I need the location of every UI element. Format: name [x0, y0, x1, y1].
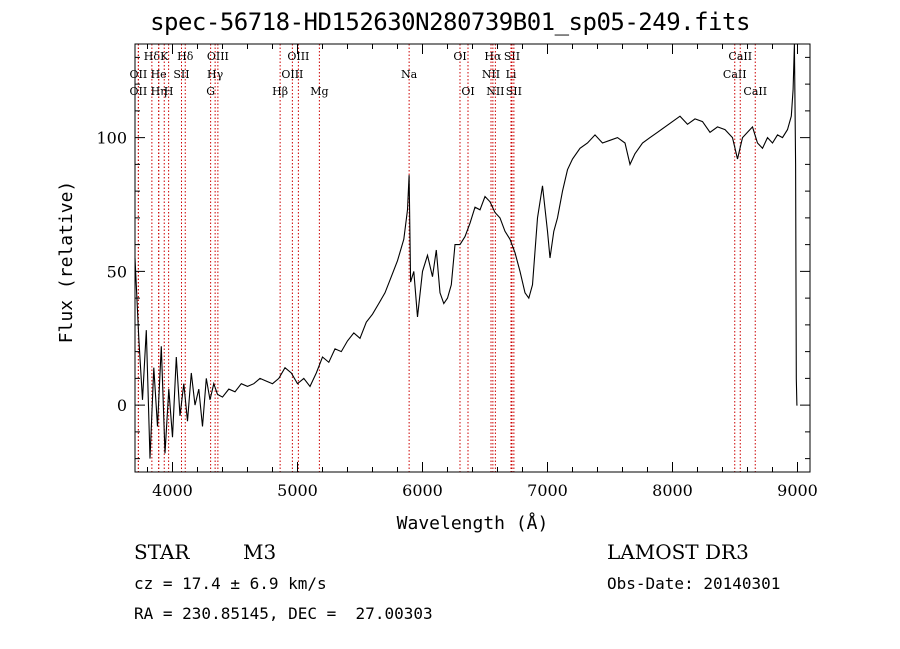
spectrum-line — [134, 43, 798, 459]
spectral-line-label: OIII — [207, 50, 229, 63]
spectral-line-label: OIII — [287, 50, 309, 63]
spectral-line-label: NII — [486, 85, 504, 98]
spectral-line-label: He — [151, 68, 167, 81]
spectral-line-label: G — [206, 85, 215, 98]
spectral-line-label: OIII — [281, 68, 303, 81]
y-tick-label: 0 — [117, 396, 127, 415]
spectral-line-label: Mg — [310, 85, 328, 98]
x-tick-label: 6000 — [402, 481, 443, 500]
observation-date: Obs-Date: 20140301 — [607, 574, 781, 593]
redshift-readout: cz = 17.4 ± 6.9 km/s — [134, 574, 327, 593]
x-tick-label: 9000 — [777, 481, 818, 500]
spectral-line-label: OI — [453, 50, 466, 63]
spectral-line-label: OII — [130, 85, 148, 98]
chart-title: spec-56718-HD152630N280739B01_sp05-249.f… — [150, 8, 750, 36]
spectral-line-label: CaII — [743, 85, 767, 98]
y-tick-label: 50 — [107, 262, 127, 281]
spectral-line-label: OII — [130, 68, 148, 81]
spectral-line-label: Hδ — [144, 50, 161, 63]
object-class: STAR — [134, 540, 190, 564]
spectral-line-label: SII — [504, 50, 520, 63]
spectral-line-label: OI — [461, 85, 474, 98]
x-tick-label: 5000 — [277, 481, 318, 500]
spectral-line-label: K — [160, 50, 169, 63]
spectral-line-label: SII — [173, 68, 189, 81]
spectral-line-label: H — [164, 85, 174, 98]
y-axis-label: Flux (relative) — [56, 181, 77, 344]
spectral-line-label: Hα — [484, 50, 502, 63]
x-tick-label: 7000 — [527, 481, 568, 500]
spectral-line-label: Li — [506, 68, 517, 81]
plot-frame — [134, 43, 811, 473]
spectral-line-label: Na — [401, 68, 418, 81]
spectral-line-label: Hη — [151, 85, 167, 98]
object-subclass: M3 — [243, 540, 277, 564]
spectral-line-label: NII — [482, 68, 500, 81]
spectral-line-label: CaII — [723, 68, 747, 81]
spectral-line-label: CaII — [728, 50, 752, 63]
spectral-line-label: Hδ — [177, 50, 194, 63]
spectral-line-label: Hβ — [272, 85, 288, 98]
x-tick-label: 8000 — [652, 481, 693, 500]
x-axis-label: Wavelength (Å) — [397, 512, 549, 534]
survey-name: LAMOST DR3 — [607, 540, 749, 564]
spectral-line-label: Hγ — [207, 68, 224, 81]
coordinates-readout: RA = 230.85145, DEC = 27.00303 — [134, 604, 433, 623]
x-tick-label: 4000 — [152, 481, 193, 500]
y-tick-label: 100 — [96, 129, 127, 148]
spectral-line-label: SII — [506, 85, 522, 98]
